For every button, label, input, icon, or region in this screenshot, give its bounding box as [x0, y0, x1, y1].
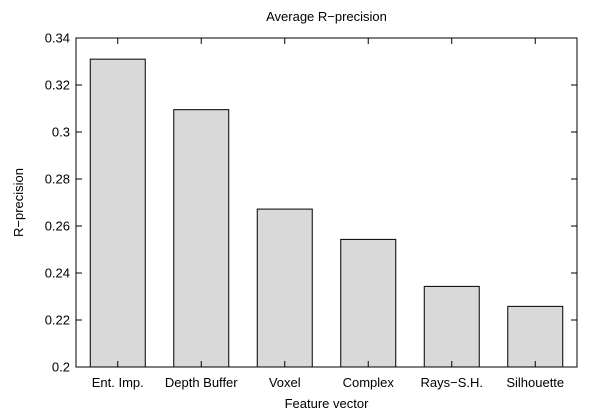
bar — [507, 305, 564, 368]
chart-title: Average R−precision — [266, 9, 387, 24]
bar — [173, 109, 230, 368]
y-tick-label: 0.34 — [45, 31, 70, 46]
x-tick-label: Complex — [343, 375, 395, 390]
x-axis-tick-labels: Ent. Imp. Depth Buffer Voxel Complex Rays−S.… — [92, 38, 564, 390]
y-axis-label: R−precision — [11, 168, 26, 237]
x-tick-label: Voxel — [269, 375, 301, 390]
bar — [423, 285, 480, 368]
y-tick-label: 0.2 — [52, 360, 70, 375]
y-tick-label: 0.24 — [45, 266, 70, 281]
bar — [89, 58, 146, 368]
y-tick-label: 0.32 — [45, 78, 70, 93]
bar — [340, 238, 397, 368]
y-tick-label: 0.3 — [52, 125, 70, 140]
y-tick-label: 0.28 — [45, 172, 70, 187]
x-tick-label: Depth Buffer — [165, 375, 238, 390]
x-tick-label: Silhouette — [506, 375, 564, 390]
bar — [256, 208, 313, 368]
bars — [89, 58, 564, 368]
y-tick-label: 0.26 — [45, 219, 70, 234]
plot-area-frame — [75, 37, 578, 368]
x-axis-label: Feature vector — [285, 396, 369, 411]
y-axis-ticks: 0.2 0.22 0.24 0.26 0.28 0.3 0.32 0.34 — [45, 31, 577, 375]
x-tick-label: Ent. Imp. — [92, 375, 144, 390]
y-tick-label: 0.22 — [45, 313, 70, 328]
x-tick-label: Rays−S.H. — [421, 375, 484, 390]
